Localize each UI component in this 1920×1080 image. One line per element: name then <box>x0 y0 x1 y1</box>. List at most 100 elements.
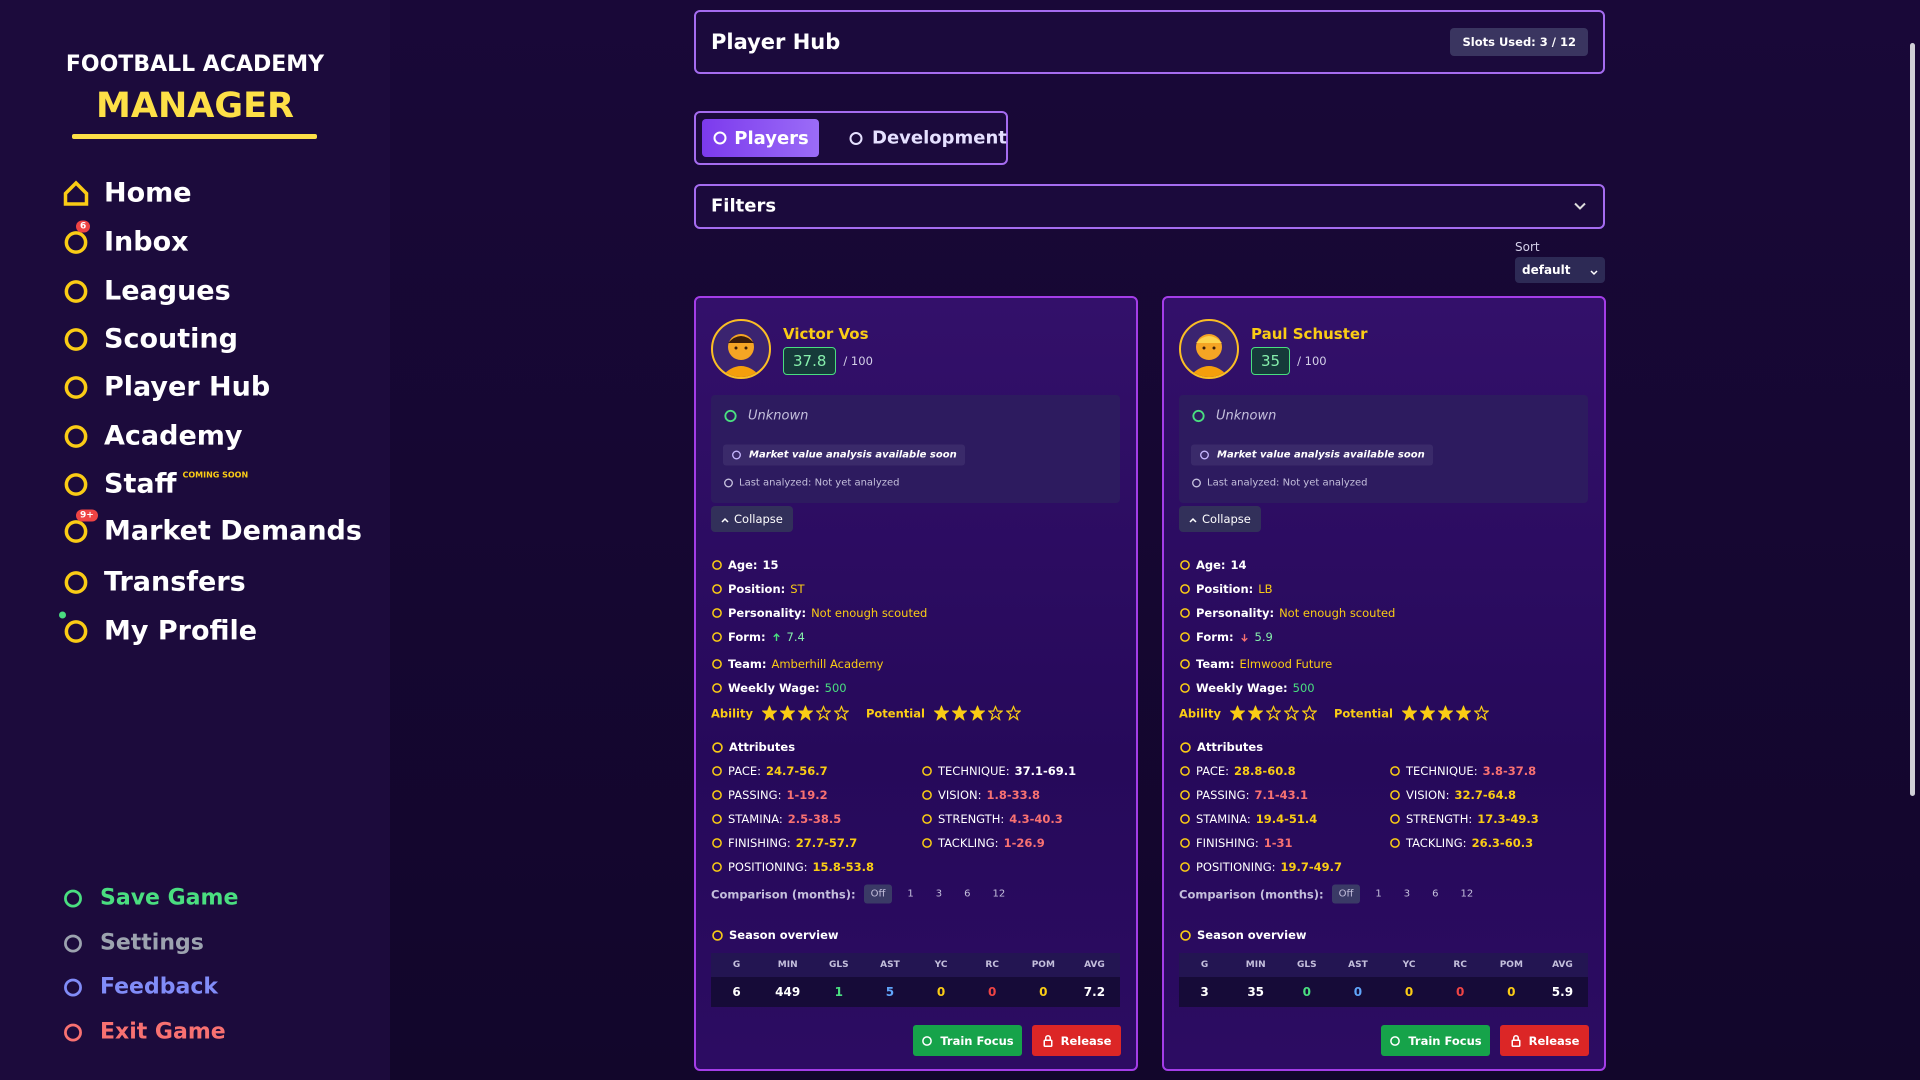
tab-label: Players <box>734 127 809 149</box>
star <box>1229 705 1245 721</box>
stars-label: Ability <box>711 706 753 720</box>
attribute-range: 27.7-57.7 <box>795 836 858 850</box>
attribute-name: TACKLING: <box>938 836 999 850</box>
comparison-option[interactable]: 3 <box>935 888 943 900</box>
rating-stars: Ability Potential <box>711 705 1021 721</box>
comparison-option[interactable]: 6 <box>964 888 971 900</box>
icon <box>921 789 933 801</box>
icon <box>712 130 728 146</box>
icon <box>62 976 84 998</box>
attribute-range: 1-19.2 <box>786 788 828 802</box>
value-status: Unknown <box>723 409 808 424</box>
icon <box>1179 559 1191 571</box>
comparison-row: Comparison (months): Off 1 3 6 12 <box>711 884 1012 904</box>
attribute-row: TECHNIQUE: 37.1-69.1 <box>921 764 1076 778</box>
comparison-option[interactable]: 12 <box>992 888 1006 900</box>
attributes-title: Attributes <box>1179 740 1263 754</box>
rating-max: / 100 <box>843 354 873 368</box>
icon <box>921 837 933 849</box>
sidebar-action[interactable]: Feedback <box>62 975 218 1000</box>
detail-row: Age: 15 <box>711 558 779 572</box>
attribute-range: 15.8-53.8 <box>812 860 875 874</box>
sidebar-action[interactable]: Exit Game <box>62 1020 226 1045</box>
nav-item[interactable]: Transfers <box>62 567 246 598</box>
attribute-range: 32.7-64.8 <box>1454 788 1517 802</box>
season-value: 3 <box>1200 985 1209 999</box>
season-column: AST <box>880 960 900 970</box>
collapse-button[interactable]: Collapse <box>711 506 793 532</box>
release-button[interactable]: Release <box>1032 1025 1121 1056</box>
season-value: 0 <box>1039 985 1048 999</box>
icon <box>921 1035 933 1047</box>
attribute-name: TECHNIQUE: <box>1406 764 1478 778</box>
detail-label: Age: <box>1196 558 1226 572</box>
comparison-option[interactable]: 1 <box>907 888 914 900</box>
icon <box>771 632 782 643</box>
nav-item[interactable]: 6 Inbox <box>62 220 189 258</box>
nav-item[interactable]: 9+ Market Demands <box>62 509 362 547</box>
nav-item[interactable]: Scouting <box>62 324 238 355</box>
attribute-range: 17.3-49.3 <box>1477 812 1539 826</box>
comparison-option[interactable]: Off <box>863 884 893 904</box>
detail-label: Form: <box>1196 630 1234 644</box>
collapse-label: Collapse <box>1202 512 1251 526</box>
nav-icon-wrap <box>62 373 90 401</box>
attribute-row: STAMINA: 19.4-51.4 <box>1179 812 1317 826</box>
action-label: Settings <box>100 930 204 956</box>
nav-item[interactable]: Leagues <box>62 276 231 307</box>
sidebar-action[interactable]: Save Game <box>62 886 238 911</box>
attribute-range: 4.3-40.3 <box>1009 812 1063 826</box>
nav-item[interactable]: Home <box>62 178 192 209</box>
button-label: Train Focus <box>1408 1033 1482 1048</box>
train-button[interactable]: Train Focus <box>913 1025 1022 1056</box>
nav-item[interactable]: Player Hub <box>62 372 270 403</box>
detail-value: Not enough scouted <box>811 606 928 620</box>
comparison-option[interactable]: 3 <box>1403 888 1411 900</box>
comparison-option[interactable]: 6 <box>1432 888 1439 900</box>
season-header: G MIN GLS AST YC RC POM AVG <box>1179 953 1588 977</box>
attribute-row: STRENGTH: 4.3-40.3 <box>921 812 1063 826</box>
release-button[interactable]: Release <box>1500 1025 1589 1056</box>
attribute-row: STAMINA: 2.5-38.5 <box>711 812 841 826</box>
nav-item[interactable]: Staff COMING SOON <box>62 469 248 500</box>
market-note: Market value analysis available soon <box>723 444 965 466</box>
icon <box>1179 813 1191 825</box>
icon <box>711 765 723 777</box>
icon <box>62 617 90 645</box>
attributes-label: Attributes <box>1197 740 1264 754</box>
filters-toggle[interactable]: Filters <box>694 184 1605 229</box>
icon <box>711 929 724 942</box>
stars-label: Ability <box>1179 706 1221 720</box>
attribute-name: STRENGTH: <box>938 812 1005 826</box>
icon <box>711 813 723 825</box>
nav-item[interactable]: Academy <box>62 421 243 452</box>
star <box>833 705 849 721</box>
last-analyzed: Last analyzed: Not yet analyzed <box>1191 478 1368 489</box>
attribute-name: TACKLING: <box>1406 836 1467 850</box>
nav-label: Inbox <box>104 226 189 258</box>
tab[interactable]: Players <box>702 119 819 157</box>
train-button[interactable]: Train Focus <box>1381 1025 1490 1056</box>
detail-label: Team: <box>1196 657 1235 671</box>
icon <box>62 932 84 954</box>
sidebar-action[interactable]: Settings <box>62 931 204 956</box>
attribute-range: 24.7-56.7 <box>766 764 828 778</box>
market-note: Market value analysis available soon <box>1191 444 1433 466</box>
comparison-option[interactable]: 1 <box>1375 888 1382 900</box>
star <box>797 705 813 721</box>
value-panel: Unknown Market value analysis available s… <box>711 395 1120 503</box>
attribute-row: TECHNIQUE: 3.8-37.8 <box>1389 764 1536 778</box>
filters-label: Filters <box>711 195 777 217</box>
season-value: 0 <box>936 985 946 999</box>
sort-select[interactable]: default <box>1515 257 1605 283</box>
icon <box>711 682 723 694</box>
icon <box>1199 450 1210 461</box>
sidebar: FOOTBALL ACADEMY MANAGER Home 6 Inbox Leagu… <box>0 0 390 1080</box>
collapse-button[interactable]: Collapse <box>1179 506 1261 532</box>
tab[interactable]: Development <box>848 128 1007 149</box>
comparison-option[interactable]: Off <box>1331 884 1361 904</box>
attribute-name: VISION: <box>1406 788 1450 802</box>
nav-item[interactable]: My Profile <box>59 611 257 647</box>
comparison-option[interactable]: 12 <box>1460 888 1474 900</box>
icon <box>711 631 723 643</box>
